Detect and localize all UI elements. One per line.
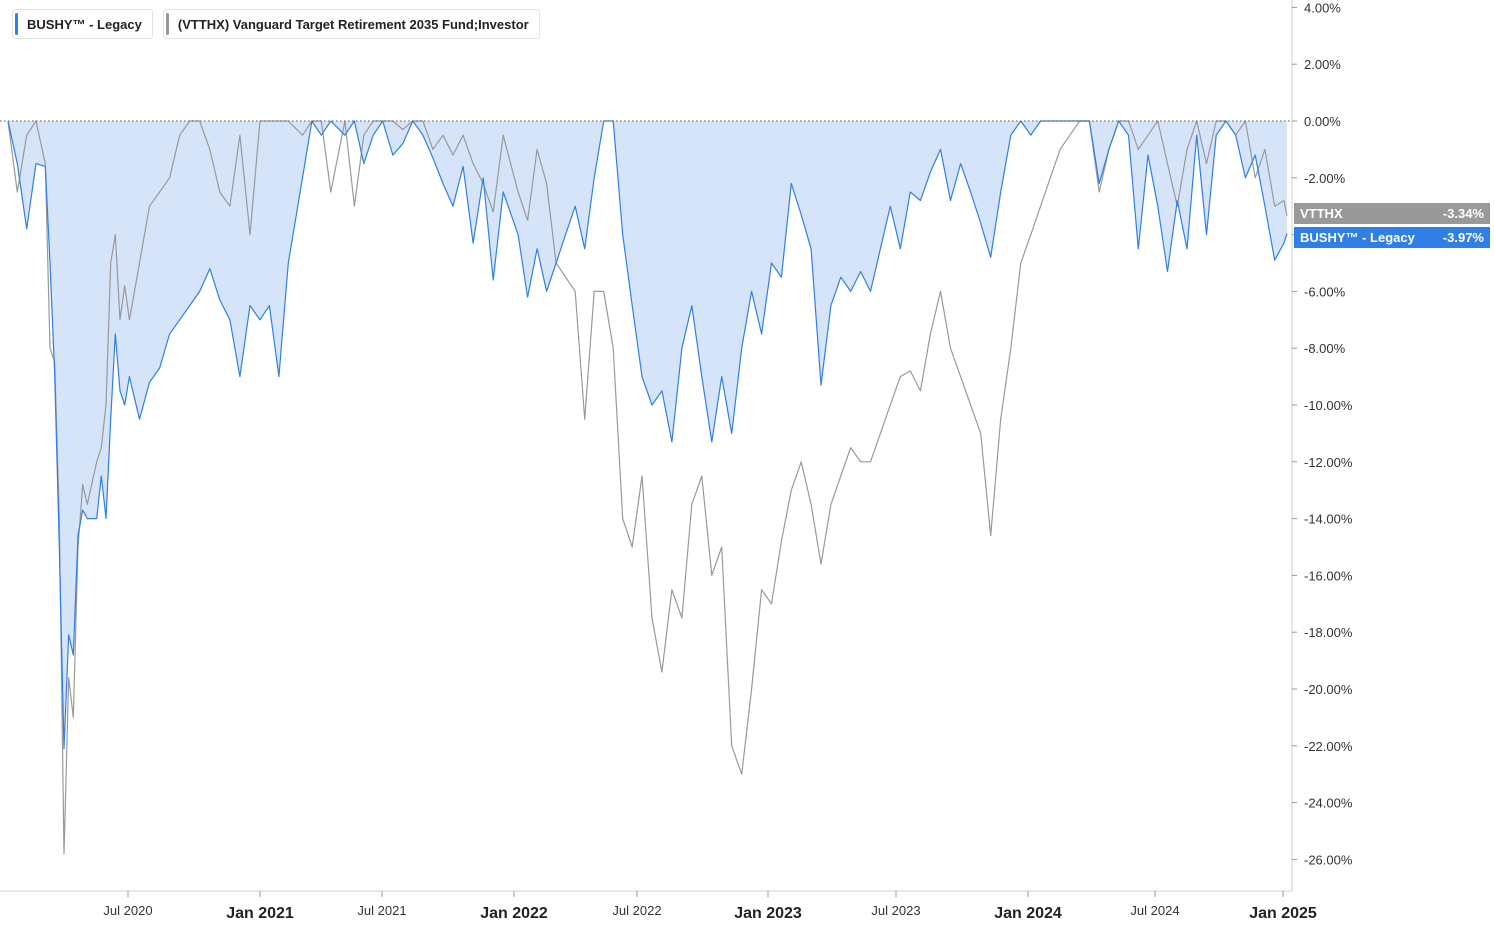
legend-label-vtthx: (VTTHX) Vanguard Target Retirement 2035 … (177, 16, 529, 32)
y-tick-label: -22.00% (1304, 739, 1353, 754)
y-tick-label: 4.00% (1304, 0, 1341, 15)
y-tick-label: -18.00% (1304, 625, 1353, 640)
x-tick-label: Jul 2024 (1130, 903, 1179, 918)
tag-value-bushy: -3.97% (1442, 230, 1484, 245)
legend: BUSHY™ - Legacy (VTTHX) Vanguard Target … (12, 9, 540, 39)
x-tick-label: Jul 2023 (871, 903, 920, 918)
y-tick-label: -16.00% (1304, 568, 1353, 583)
y-tick-label: -26.00% (1304, 852, 1353, 867)
x-tick-label: Jul 2020 (103, 903, 152, 918)
y-tick-label: 2.00% (1304, 57, 1341, 72)
y-tick-label: -10.00% (1304, 398, 1353, 413)
last-value-tag-bushy: BUSHY™ - Legacy -3.97% (1294, 227, 1490, 248)
x-tick-label: Jul 2021 (357, 903, 406, 918)
y-tick-label: -8.00% (1304, 341, 1346, 356)
legend-item-bushy[interactable]: BUSHY™ - Legacy (12, 9, 153, 39)
y-axis: 4.00%2.00%0.00%-2.00%-4.00%-6.00%-8.00%-… (1292, 0, 1353, 867)
x-tick-label: Jan 2024 (994, 905, 1062, 922)
y-tick-label: -24.00% (1304, 796, 1353, 811)
tag-name-bushy: BUSHY™ - Legacy (1300, 230, 1415, 245)
y-tick-label: -6.00% (1304, 284, 1346, 299)
legend-item-vtthx[interactable]: (VTTHX) Vanguard Target Retirement 2035 … (162, 9, 540, 39)
y-tick-label: -12.00% (1304, 455, 1353, 470)
series-line-vtthx (7, 120, 1288, 855)
x-axis: Jul 2020 Jan 2021 Jul 2021 Jan 2022 Jul 2022… (103, 891, 1317, 922)
legend-swatch-vtthx (165, 13, 169, 35)
x-tick-label: Jan 2025 (1249, 905, 1317, 922)
series-layer (7, 120, 1288, 855)
y-tick-label: -14.00% (1304, 512, 1353, 527)
y-tick-label: 0.00% (1304, 114, 1341, 129)
last-value-tag-vtthx: VTTHX -3.34% (1294, 203, 1490, 224)
y-tick-label: -20.00% (1304, 682, 1353, 697)
x-tick-label: Jan 2023 (734, 905, 802, 922)
legend-label-bushy: BUSHY™ - Legacy (27, 16, 142, 32)
x-tick-label: Jan 2021 (226, 905, 294, 922)
x-tick-label: Jul 2022 (612, 903, 661, 918)
tag-name-vtthx: VTTHX (1300, 206, 1343, 221)
y-tick-label: -2.00% (1304, 171, 1346, 186)
series-area-bushy (8, 121, 1287, 749)
legend-swatch-bushy (15, 13, 18, 35)
x-tick-label: Jan 2022 (480, 905, 548, 922)
tag-value-vtthx: -3.34% (1442, 206, 1484, 221)
